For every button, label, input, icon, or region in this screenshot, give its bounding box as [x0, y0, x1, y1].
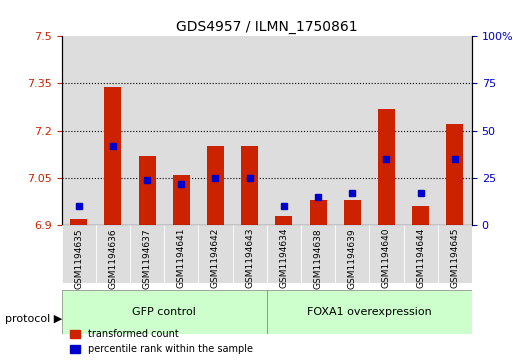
Bar — [96, 36, 130, 225]
FancyBboxPatch shape — [267, 225, 301, 283]
FancyBboxPatch shape — [199, 225, 232, 283]
Bar — [139, 156, 155, 225]
FancyBboxPatch shape — [438, 225, 472, 283]
FancyBboxPatch shape — [335, 225, 369, 283]
Bar — [241, 146, 258, 225]
FancyBboxPatch shape — [404, 225, 438, 283]
Bar — [369, 36, 404, 225]
Text: GSM1194641: GSM1194641 — [177, 228, 186, 289]
Title: GDS4957 / ILMN_1750861: GDS4957 / ILMN_1750861 — [176, 20, 358, 34]
Bar — [412, 206, 429, 225]
Bar — [207, 146, 224, 225]
Text: GSM1194642: GSM1194642 — [211, 228, 220, 288]
Bar — [70, 219, 87, 225]
Bar — [378, 109, 395, 225]
FancyBboxPatch shape — [62, 225, 96, 283]
Bar — [335, 36, 369, 225]
Bar — [404, 36, 438, 225]
Text: GSM1194638: GSM1194638 — [313, 228, 323, 289]
Bar — [173, 175, 190, 225]
Text: GFP control: GFP control — [132, 307, 196, 317]
Text: GSM1194643: GSM1194643 — [245, 228, 254, 289]
Bar — [275, 216, 292, 225]
FancyBboxPatch shape — [232, 225, 267, 283]
Text: GSM1194635: GSM1194635 — [74, 228, 83, 289]
Text: GSM1194644: GSM1194644 — [416, 228, 425, 288]
Bar — [438, 36, 472, 225]
Bar — [309, 200, 327, 225]
FancyBboxPatch shape — [267, 290, 472, 334]
Legend: transformed count, percentile rank within the sample: transformed count, percentile rank withi… — [66, 326, 256, 358]
Bar — [164, 36, 199, 225]
Bar — [199, 36, 232, 225]
Text: FOXA1 overexpression: FOXA1 overexpression — [307, 307, 432, 317]
Bar — [130, 36, 164, 225]
Text: GSM1194637: GSM1194637 — [143, 228, 151, 289]
Text: protocol ▶: protocol ▶ — [5, 314, 63, 325]
FancyBboxPatch shape — [96, 225, 130, 283]
Text: GSM1194634: GSM1194634 — [280, 228, 288, 289]
Text: GSM1194640: GSM1194640 — [382, 228, 391, 289]
Bar — [267, 36, 301, 225]
Bar — [344, 200, 361, 225]
Bar — [446, 125, 463, 225]
Text: GSM1194645: GSM1194645 — [450, 228, 459, 289]
FancyBboxPatch shape — [301, 225, 335, 283]
Bar — [62, 36, 96, 225]
Text: GSM1194636: GSM1194636 — [108, 228, 117, 289]
FancyBboxPatch shape — [369, 225, 404, 283]
Text: GSM1194639: GSM1194639 — [348, 228, 357, 289]
FancyBboxPatch shape — [62, 290, 267, 334]
Bar — [104, 87, 122, 225]
Bar — [232, 36, 267, 225]
FancyBboxPatch shape — [130, 225, 164, 283]
FancyBboxPatch shape — [164, 225, 199, 283]
Bar — [301, 36, 335, 225]
